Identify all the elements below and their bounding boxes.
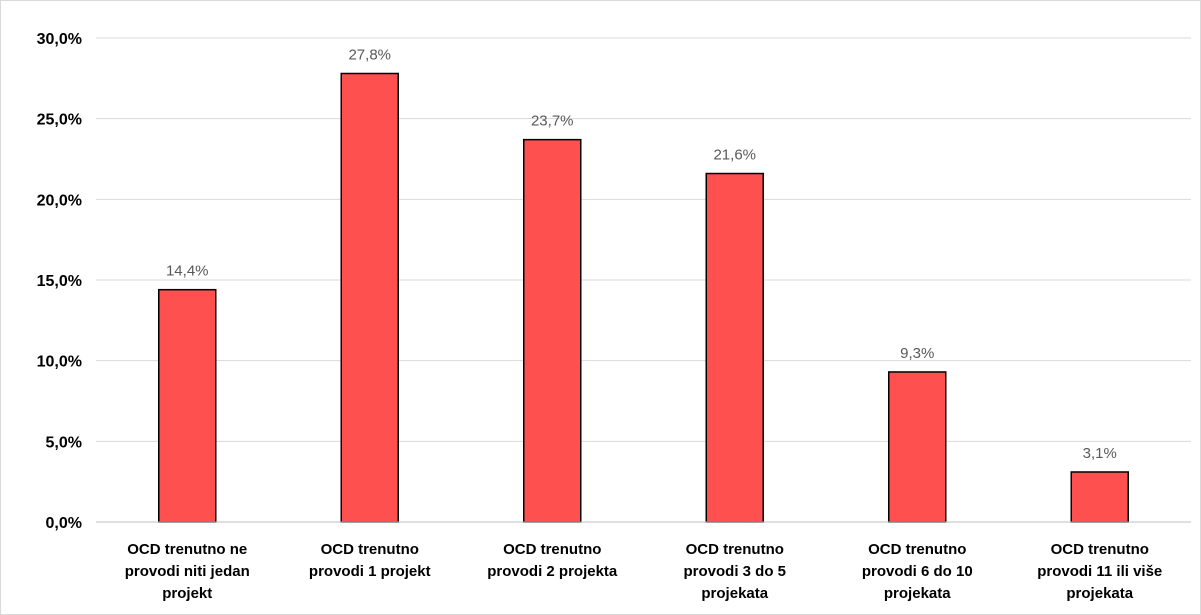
x-axis: OCD trenutno ne provodi niti jedan projekt… — [96, 521, 1191, 602]
x-tick-label-line: OCD trenutno ne — [127, 541, 247, 558]
x-tick-label-line: OCD trenutno — [1051, 541, 1149, 558]
data-label: 3,1% — [1083, 445, 1117, 462]
x-tick-label: OCD trenutno provodi 11 ili više projekata — [1037, 541, 1162, 602]
bar — [523, 138, 582, 523]
bar — [705, 172, 764, 523]
y-tick-label: 5,0% — [46, 434, 82, 451]
y-tick-label: 15,0% — [37, 273, 82, 290]
data-label: 21,6% — [713, 147, 756, 164]
x-tick-label-line: provodi 6 do 10 — [862, 563, 973, 580]
x-tick-label-line: OCD trenutno — [321, 541, 419, 558]
x-tick-label-line: projekt — [162, 585, 212, 602]
x-tick-label-line: projekata — [1066, 585, 1133, 602]
x-tick-label: OCD trenutno provodi 2 projekta — [487, 541, 618, 580]
y-tick-label: 30,0% — [37, 31, 82, 48]
y-tick-label: 0,0% — [46, 515, 82, 532]
x-tick-label: OCD trenutno provodi 3 do 5 projekata — [683, 541, 786, 602]
data-labels: 14,4% 27,8% 23,7% 21,6% 9,3% 3,1% — [166, 46, 1117, 461]
x-tick-label-line: provodi 3 do 5 — [683, 563, 786, 580]
data-label: 23,7% — [531, 113, 574, 130]
x-tick-label: OCD trenutno provodi 6 do 10 projekata — [862, 541, 973, 602]
y-tick-label: 25,0% — [37, 112, 82, 129]
y-tick-label: 20,0% — [37, 192, 82, 209]
x-tick-label-line: provodi 11 ili više — [1037, 563, 1162, 580]
data-label: 27,8% — [348, 46, 391, 63]
bar — [888, 371, 947, 523]
x-tick-label-line: provodi niti jedan — [125, 563, 250, 580]
x-tick-label-line: provodi 2 projekta — [487, 563, 618, 580]
x-tick-label-line: projekata — [884, 585, 951, 602]
data-label: 14,4% — [166, 263, 209, 280]
x-tick-label-line: OCD trenutno — [868, 541, 966, 558]
bars — [158, 72, 1129, 523]
gridlines — [96, 37, 1191, 442]
bar — [1070, 471, 1129, 523]
x-tick-label-line: OCD trenutno — [503, 541, 601, 558]
x-tick-label-line: projekata — [701, 585, 768, 602]
y-tick-label: 10,0% — [37, 354, 82, 371]
x-tick-label: OCD trenutno provodi 1 projekt — [309, 541, 431, 580]
x-tick-label-line: OCD trenutno — [686, 541, 784, 558]
x-tick-label-line: provodi 1 projekt — [309, 563, 431, 580]
data-label: 9,3% — [900, 345, 934, 362]
bar — [158, 288, 217, 523]
bar — [340, 72, 399, 523]
x-tick-label: OCD trenutno ne provodi niti jedan projekt — [125, 541, 250, 602]
y-axis: 0,0% 5,0% 10,0% 15,0% 20,0% 25,0% 30,0% — [37, 31, 82, 532]
